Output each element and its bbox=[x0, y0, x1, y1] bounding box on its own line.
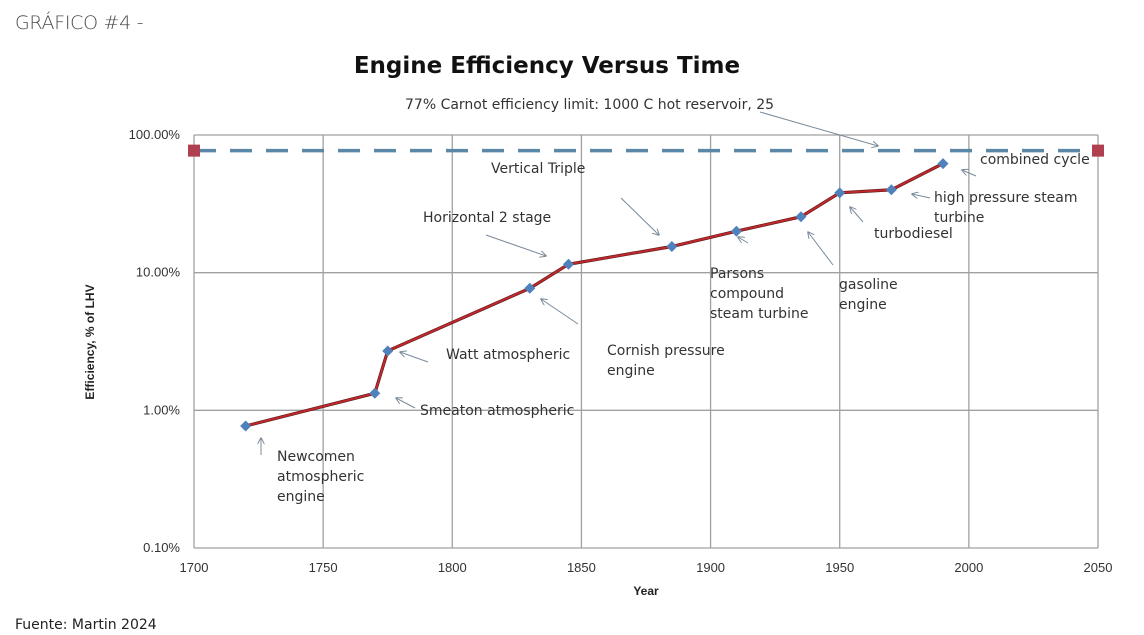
annotation: combined cycle bbox=[962, 152, 1090, 177]
x-tick-label: 1900 bbox=[696, 560, 725, 575]
annotation-line: 77% Carnot efficiency limit: 1000 C hot … bbox=[405, 97, 774, 113]
annotation-line: Cornish pressure bbox=[607, 343, 725, 359]
annotation-arrow-icon bbox=[620, 197, 659, 235]
annotation-label: Watt atmospheric bbox=[446, 347, 570, 363]
annotation-label: Smeaton atmospheric bbox=[420, 403, 574, 419]
annotation-line: Smeaton atmospheric bbox=[420, 403, 574, 419]
efficiency-point bbox=[795, 211, 807, 223]
annotation-line: Watt atmospheric bbox=[446, 347, 570, 363]
annotation: Parsons compound steam turbine bbox=[710, 237, 808, 322]
annotation: high pressure steam turbine bbox=[912, 190, 1078, 226]
annotation-line: turbine bbox=[934, 210, 984, 226]
annotation-label: gasoline engine bbox=[839, 277, 898, 313]
x-tick-label: 1850 bbox=[567, 560, 596, 575]
efficiency-line bbox=[245, 162, 944, 427]
carnot-marker bbox=[1092, 144, 1104, 157]
annotation-label: Horizontal 2 stage bbox=[423, 210, 551, 226]
annotation-line: engine bbox=[607, 363, 655, 379]
annotations-layer: 77% Carnot efficiency limit: 1000 C hot … bbox=[261, 97, 1090, 505]
grid bbox=[193, 134, 1099, 549]
series-layer bbox=[188, 144, 1104, 432]
annotation-arrow-icon bbox=[962, 170, 977, 177]
y-tick-label: 0.10% bbox=[143, 540, 180, 555]
annotation-line: engine bbox=[839, 297, 887, 313]
efficiency-point bbox=[563, 258, 575, 270]
annotation-label: Parsons compound steam turbine bbox=[710, 266, 808, 322]
annotation-line: steam turbine bbox=[710, 306, 808, 322]
annotation-label: turbodiesel bbox=[874, 226, 953, 242]
annotation-arrow-icon bbox=[400, 352, 429, 363]
annotation: Horizontal 2 stage bbox=[423, 210, 551, 256]
efficiency-point bbox=[666, 240, 678, 252]
annotation-label: 77% Carnot efficiency limit: 1000 C hot … bbox=[405, 97, 774, 113]
annotation: 77% Carnot efficiency limit: 1000 C hot … bbox=[405, 97, 878, 146]
x-tick-label: 1800 bbox=[438, 560, 467, 575]
efficiency-point bbox=[937, 158, 949, 170]
efficiency-point bbox=[369, 387, 381, 399]
x-tick-label: 1750 bbox=[309, 560, 338, 575]
y-tick-label: 10.00% bbox=[136, 265, 181, 280]
axis-ticks: 0.10% 1.00% 10.00% 100.00% 1700 1750 1800 1850 1… bbox=[129, 127, 1113, 575]
annotation-line: Horizontal 2 stage bbox=[423, 210, 551, 226]
annotation-line: high pressure steam bbox=[934, 190, 1078, 206]
annotation-arrow-icon bbox=[738, 237, 749, 244]
efficiency-line-shadow bbox=[245, 162, 944, 428]
annotation-arrow-icon bbox=[541, 299, 579, 325]
annotation-line: Parsons bbox=[710, 266, 764, 282]
x-axis-label: Year bbox=[633, 584, 659, 598]
annotation: Vertical Triple bbox=[491, 161, 659, 235]
y-tick-label: 1.00% bbox=[143, 402, 180, 417]
efficiency-point bbox=[834, 187, 846, 199]
annotation: Cornish pressure engine bbox=[541, 299, 725, 379]
annotation-line: turbodiesel bbox=[874, 226, 953, 242]
annotation-line: combined cycle bbox=[980, 152, 1090, 168]
annotation-label: combined cycle bbox=[980, 152, 1090, 168]
annotation-label: Vertical Triple bbox=[491, 161, 585, 177]
annotation: gasoline engine bbox=[808, 232, 898, 313]
annotation-label: high pressure steam turbine bbox=[934, 190, 1078, 226]
efficiency-point bbox=[240, 420, 252, 432]
annotation-line: gasoline bbox=[839, 277, 898, 293]
annotation-label: Cornish pressure engine bbox=[607, 343, 725, 379]
annotation: Newcomen atmospheric engine bbox=[261, 438, 364, 505]
annotation: turbodiesel bbox=[850, 207, 953, 242]
annotation-line: engine bbox=[277, 489, 325, 505]
y-tick-label: 100.00% bbox=[129, 127, 181, 142]
y-axis-label: Efficiency, % of LHV bbox=[83, 284, 97, 399]
x-tick-label: 2050 bbox=[1084, 560, 1113, 575]
annotation-label: Newcomen atmospheric engine bbox=[277, 449, 364, 505]
chart-title: Engine Efficiency Versus Time bbox=[354, 53, 740, 79]
x-tick-label: 1950 bbox=[825, 560, 854, 575]
carnot-marker bbox=[188, 144, 200, 157]
figure-heading: GRÁFICO #4 - bbox=[15, 12, 144, 34]
annotation-arrow-icon bbox=[850, 207, 864, 223]
annotation-arrow-icon bbox=[485, 234, 546, 256]
annotation-arrow-icon bbox=[808, 232, 834, 266]
annotation-line: compound bbox=[710, 286, 784, 302]
x-tick-label: 2000 bbox=[954, 560, 983, 575]
annotation-line: atmospheric bbox=[277, 469, 364, 485]
efficiency-point bbox=[885, 184, 897, 196]
annotation: Watt atmospheric bbox=[400, 347, 570, 363]
annotation-arrow-icon bbox=[912, 194, 931, 198]
efficiency-point bbox=[382, 345, 394, 357]
x-tick-label: 1700 bbox=[180, 560, 209, 575]
annotation: Smeaton atmospheric bbox=[396, 398, 574, 419]
source-caption: Fuente: Martin 2024 bbox=[15, 617, 157, 633]
annotation-arrow-icon bbox=[396, 398, 416, 409]
annotation-arrow-icon bbox=[759, 111, 878, 146]
annotation-line: Newcomen bbox=[277, 449, 355, 465]
efficiency-point bbox=[730, 225, 742, 237]
efficiency-point bbox=[524, 282, 536, 294]
annotation-line: Vertical Triple bbox=[491, 161, 585, 177]
